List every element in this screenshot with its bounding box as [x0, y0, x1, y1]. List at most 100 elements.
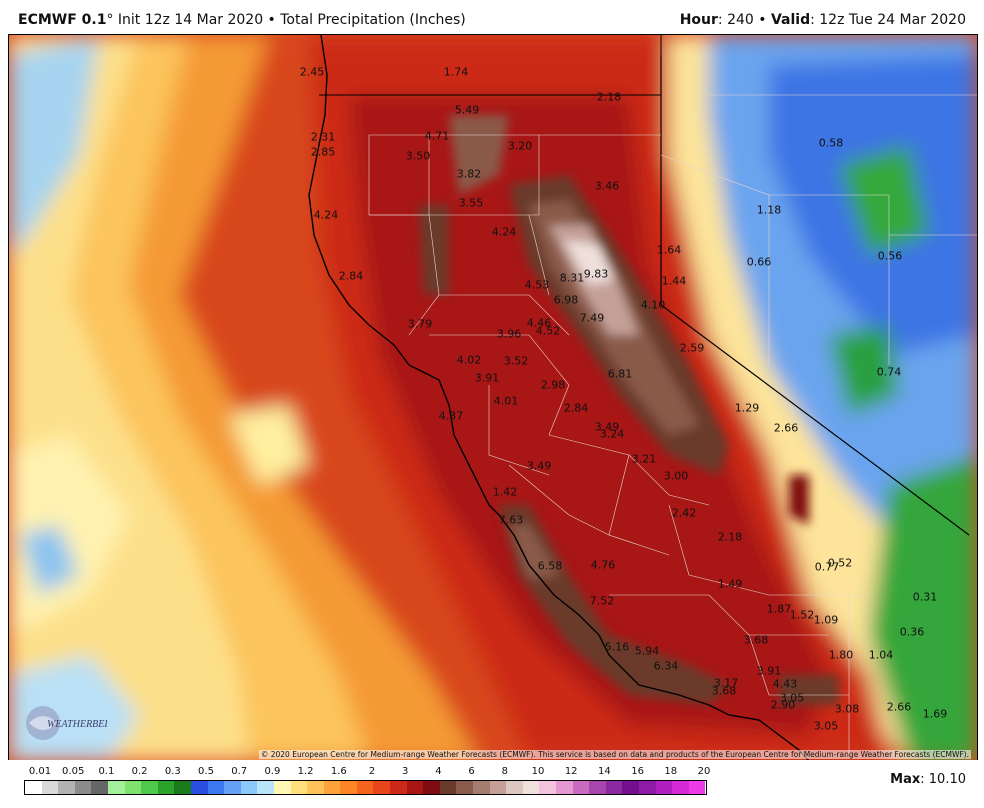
precip-value: 4.10 [640, 298, 666, 312]
legend-tick-label: 0.5 [198, 766, 214, 777]
legend-tick-label: 1.2 [297, 766, 314, 777]
legend-swatch [141, 781, 158, 794]
precip-value: 9.83 [583, 267, 609, 281]
precip-value: 2.84 [563, 401, 589, 415]
precip-value: 1.87 [766, 602, 792, 616]
legend-swatch [257, 781, 274, 794]
legend-swatch [107, 781, 125, 794]
legend-swatch [439, 781, 457, 794]
precip-value: 1.64 [656, 243, 682, 257]
precip-value: 0.31 [912, 590, 938, 604]
legend-tick-label: 2 [368, 766, 376, 777]
precip-value: 3.52 [503, 354, 529, 368]
precip-value: 2.45 [299, 65, 325, 79]
precip-value: 4.01 [493, 394, 519, 408]
precip-value: 0.74 [876, 365, 902, 379]
title-right: Hour: 240 • Valid: 12z Tue 24 Mar 2020 [680, 12, 966, 28]
legend-swatch [406, 781, 424, 794]
legend-swatch [489, 781, 507, 794]
legend-swatch [174, 781, 191, 794]
precip-value: 3.49 [594, 420, 620, 434]
legend-tick-label: 10 [531, 766, 545, 777]
legend-swatch [323, 781, 341, 794]
precip-value: 3.79 [407, 317, 433, 331]
legend-swatch [74, 781, 92, 794]
legend-swatch [290, 781, 308, 794]
legend-swatch [340, 781, 357, 794]
precip-value: 2.98 [540, 378, 566, 392]
legend-swatch [622, 781, 639, 794]
legend-tick-label: 14 [598, 766, 611, 777]
precip-value: 5.94 [634, 644, 660, 658]
precip-value: 2.42 [671, 506, 697, 520]
legend-swatch [522, 781, 540, 794]
legend-tick-label: 16 [631, 766, 644, 777]
legend-swatch [157, 781, 175, 794]
precip-value: 2.66 [773, 421, 799, 435]
precip-value: 3.05 [813, 719, 839, 733]
legend-swatch [224, 781, 241, 794]
legend-tick-label: 4 [435, 766, 442, 777]
legend-swatch [273, 781, 291, 794]
init-text: ° Init 12z 14 Mar 2020 • Total Precipita… [106, 12, 466, 28]
precip-value: 6.58 [537, 559, 563, 573]
precip-value: 1.42 [492, 485, 518, 499]
legend-tick-label: 0.7 [231, 766, 248, 777]
legend-swatch [473, 781, 490, 794]
precip-value: 4.24 [491, 225, 517, 239]
max-label-text: Max [890, 772, 921, 787]
precip-value: 3.91 [474, 371, 500, 385]
precip-value: 3.20 [507, 139, 533, 153]
logo-text: WEATHERBELL [47, 719, 107, 730]
precip-value: 6.34 [653, 659, 679, 673]
precip-value: 4.24 [313, 208, 339, 222]
legend-swatch [506, 781, 523, 794]
legend-tick-label: 8 [501, 766, 508, 777]
precip-value: 3.08 [834, 702, 860, 716]
legend-tick-label: 0.2 [131, 766, 148, 777]
precip-value: 3.21 [631, 452, 657, 466]
precip-value: 7.52 [589, 594, 615, 608]
precip-value: 4.76 [590, 558, 616, 572]
precip-value: 4.52 [535, 324, 561, 338]
precip-value: 3.24 [599, 427, 625, 441]
legend-swatch [390, 781, 407, 794]
precip-value: 3.91 [756, 664, 782, 678]
precip-value: 1.74 [443, 65, 469, 79]
legend-tick-label: 0.05 [62, 766, 85, 777]
legend-tick-label: 0.3 [164, 766, 181, 777]
precip-value: 8.31 [559, 271, 585, 285]
legend: 0.01 0.05 0.1 0.2 0.3 0.5 0.7 0.9 1.2 1.6 2 3 4 6 8 10 1… [0, 760, 984, 808]
precip-map[interactable]: 2.45 1.74 5.49 2.18 2.31 4.71 2.85 3.50 … [8, 34, 978, 762]
precip-value: 6.81 [607, 367, 633, 381]
precip-value: 0.66 [746, 255, 772, 269]
precip-value: 3.68 [711, 684, 737, 698]
legend-swatch [124, 781, 142, 794]
precip-value: 4.71 [424, 129, 450, 143]
precip-value: 4.53 [524, 278, 550, 292]
model-name: ECMWF 0.1 [18, 12, 107, 28]
legend-tick-label: 3 [402, 766, 409, 777]
precip-value: 0.56 [877, 249, 903, 263]
county-lines [368, 94, 977, 755]
legend-tick-label: 1.6 [330, 766, 347, 777]
precip-value: 7.63 [498, 513, 524, 527]
legend-swatch [605, 781, 623, 794]
legend-swatch [655, 781, 673, 794]
precip-value: 4.02 [456, 353, 482, 367]
state-border-ca-nv [660, 55, 970, 536]
valid-value: : 12z Tue 24 Mar 2020 [810, 12, 966, 28]
legend-swatch [240, 781, 258, 794]
precip-value: 2.18 [717, 530, 743, 544]
precip-value: 3.46 [594, 179, 620, 193]
precip-value: 3.17 [713, 676, 739, 690]
precip-value: 3.50 [405, 149, 431, 163]
legend-swatch [207, 781, 225, 794]
precip-value: 1.80 [828, 648, 854, 662]
legend-swatch [190, 781, 208, 794]
legend-tick-label: 18 [664, 766, 678, 777]
precip-value: 1.18 [756, 203, 782, 217]
coastline [308, 35, 810, 761]
precip-value: 3.55 [458, 196, 484, 210]
precip-value: 0.58 [818, 136, 844, 150]
